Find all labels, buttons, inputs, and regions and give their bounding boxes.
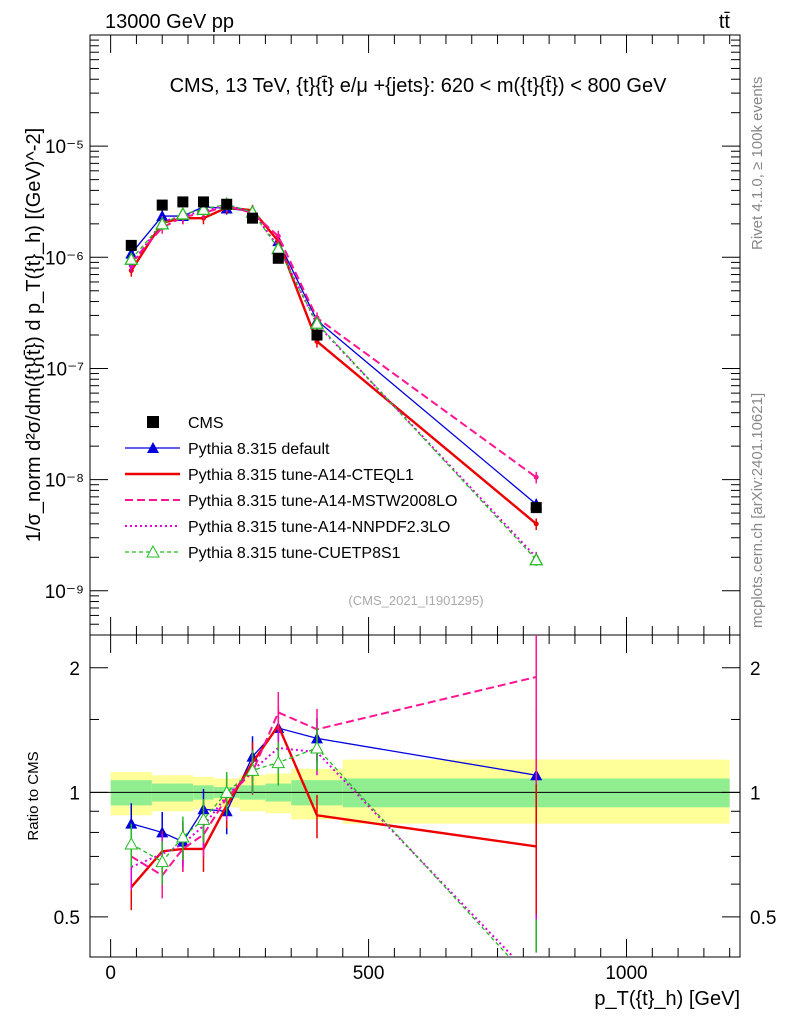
marker-cuetp8s1 (309, 315, 325, 329)
marker-cuetp8s1 (155, 216, 170, 230)
main-ylabel: 1/σ_norm d²σ/dm({t}{t̄}) d p_T({t}_h) [(… (23, 128, 45, 542)
marker-cms (221, 198, 233, 210)
marker-cms (247, 212, 258, 224)
series-cuetp8s1 (124, 196, 544, 566)
marker-cms (156, 199, 168, 211)
series-cms (125, 196, 542, 514)
analysis-watermark: (CMS_2021_I1901295) (348, 593, 483, 608)
marker-cms (197, 196, 209, 208)
ratio-marker-cuetp8s1 (176, 829, 190, 843)
marker-cuetp8s1 (175, 206, 190, 220)
ratio-panel: 0.5 0.5 1 1 2 2 0 500 1000 Ratio to CMS p_T({t}_… (25, 634, 776, 1010)
ratio-xtick-label: 500 (353, 963, 385, 984)
header-right: tt̄ (719, 11, 731, 33)
main-series (124, 196, 544, 566)
marker-mstw (275, 233, 281, 239)
ratio-ytick-label-right: 2 (750, 659, 761, 680)
ratio-ticks: 0.5 0.5 1 1 2 2 0 500 1000 (54, 635, 776, 984)
main-ticks: 10⁻⁹ 10⁻⁸ 10⁻⁷ 10⁻⁶ 10⁻⁵ (45, 35, 740, 636)
marker-mstw (533, 474, 539, 480)
legend-label-default: Pythia 8.315 default (188, 441, 330, 458)
ratio-marker-cuetp8s1 (271, 755, 286, 769)
marker-cms (272, 252, 284, 264)
ratio-xlabel: p_T({t}_h) [GeV] (594, 988, 740, 1010)
legend-label-mstw: Pythia 8.315 tune-A14-MSTW2008LO (188, 493, 457, 510)
ratio-line-cuetp8s1 (130, 747, 511, 957)
ratio-ytick-label: 0.5 (54, 908, 80, 929)
side-label-top: Rivet 4.1.0, ≥ 100k events (749, 77, 766, 250)
ratio-marker-cuetp8s1 (245, 763, 260, 776)
legend-label-nnpdf: Pythia 8.315 tune-A14-NNPDF2.3LO (188, 519, 450, 536)
main-ytick-label: 10⁻⁸ (45, 471, 84, 492)
legend-marker-cuetp8s1 (146, 544, 160, 558)
header-left: 13000 GeV pp (105, 11, 234, 33)
ratio-marker-cuetp8s1 (310, 740, 324, 754)
main-title: CMS, 13 TeV, {t}{t̄} e/μ +{jets}: 620 < … (170, 75, 668, 97)
ratio-marker-cuetp8s1 (530, 980, 542, 991)
ratio-ytick-label-right: 1 (750, 783, 761, 804)
legend: CMS Pythia 8.315 default Pythia 8.315 tune… (125, 415, 457, 562)
main-ytick-label: 10⁻⁶ (45, 248, 84, 269)
ratio-series-mstw (130, 635, 537, 899)
main-panel: 10⁻⁹ 10⁻⁸ 10⁻⁷ 10⁻⁶ 10⁻⁵ CMS, 13 TeV, {t}{t̄… (23, 34, 741, 636)
marker-cuetp8s1 (529, 552, 544, 566)
side-label-bottom: mcplots.cern.ch [arXiv:2401.10621] (749, 393, 766, 628)
ratio-series-cuetp8s1 (124, 727, 542, 991)
ratio-xtick-label: 1000 (605, 963, 647, 984)
ratio-ytick-label-right: 0.5 (750, 908, 776, 929)
ratio-ytick-label: 1 (69, 783, 80, 804)
legend-marker-default (147, 442, 159, 453)
ratio-marker-cuetp8s1 (219, 785, 234, 798)
ratio-marker-cuetp8s1 (124, 836, 139, 850)
ratio-ylabel: Ratio to CMS (25, 751, 42, 840)
marker-cms (311, 329, 323, 341)
ratio-xtick-label: 0 (105, 963, 116, 984)
main-ytick-label: 10⁻⁷ (46, 359, 84, 380)
legend-label-cteql1: Pythia 8.315 tune-A14-CTEQL1 (188, 467, 414, 484)
ratio-ytick-label: 2 (69, 659, 80, 680)
main-ytick-label: 10⁻⁵ (45, 137, 84, 158)
legend-label-cuetp8s1: Pythia 8.315 tune-CUETP8S1 (188, 545, 401, 562)
marker-cuetp8s1 (124, 251, 139, 265)
marker-default (156, 210, 169, 222)
marker-cms (177, 196, 189, 208)
ratio-series (124, 635, 543, 991)
ratio-series-group (124, 635, 543, 991)
marker-cteql1 (533, 521, 539, 527)
legend-marker-cms (147, 416, 159, 428)
marker-cuetp8s1 (196, 202, 211, 216)
marker-cms (530, 502, 542, 514)
legend-label-cms: CMS (188, 415, 224, 432)
ratio-marker-default (125, 817, 138, 829)
marker-cms (125, 239, 137, 251)
ratio-marker-cuetp8s1 (196, 812, 211, 825)
main-ytick-label: 10⁻⁹ (45, 582, 84, 603)
ratio-marker-cuetp8s1 (155, 854, 170, 868)
